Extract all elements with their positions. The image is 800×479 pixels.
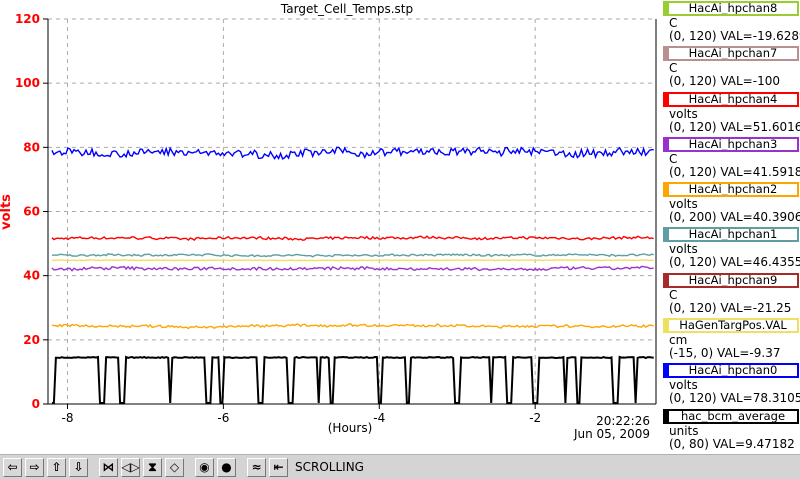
arrow-down-icon: ⇩ (73, 460, 84, 474)
legend-value: (-15, 0) VAL=-9.37 (669, 346, 781, 361)
legend-entry[interactable]: HacAi_hpchan4 volts (0, 120) VAL=51.6016 (662, 91, 800, 136)
legend-unit: cm (669, 333, 688, 348)
toolbar: ⇦ ⇨ ⇧ ⇩ ⋈ ◁▷ ⧗ ◇ ◉ ● ≈ ⇤ SCROLLING (0, 454, 800, 479)
scroll-left-button[interactable]: ⇦ (3, 457, 22, 477)
autoscale-button[interactable]: ≈ (247, 457, 266, 477)
legend-value: (0, 120) VAL=46.4355 (669, 255, 800, 270)
legend-value: (0, 120) VAL=78.3105 (669, 391, 800, 406)
x-tick-label: -2 (529, 411, 541, 425)
legend-entry[interactable]: HacAi_hpchan9 C (0, 120) VAL=-21.25 (662, 272, 800, 317)
series-line-hacai-hpchan2 (51, 323, 654, 330)
back-to-now-button[interactable]: ⇤ (269, 457, 288, 477)
autoscale-icon: ≈ (251, 460, 262, 474)
legend-unit: units (669, 423, 699, 438)
legend-channel-name[interactable]: HacAi_hpchan0 (663, 363, 799, 379)
gear-icon: ◉ (199, 460, 210, 474)
legend-unit: C (669, 287, 678, 302)
y-tick-label: 20 (23, 333, 40, 347)
chart-title: Target_Cell_Temps.stp (280, 2, 413, 16)
scroll-down-button[interactable]: ⇩ (69, 457, 88, 477)
x-axis-label: (Hours) (328, 421, 373, 435)
legend-entry[interactable]: HacAi_hpchan3 C (0, 120) VAL=41.5918 (662, 136, 800, 181)
legend-value: (0, 120) VAL=-100 (669, 74, 780, 89)
back-to-now-icon: ⇤ (273, 460, 284, 474)
legend-entry[interactable]: HacAi_hpchan0 volts (0, 120) VAL=78.3105 (662, 362, 800, 407)
zoom-x-out-icon: ◁▷ (121, 460, 140, 474)
legend-unit: C (669, 61, 678, 76)
legend-value: (0, 120) VAL=41.5918 (669, 164, 800, 179)
legend-value: (0, 120) VAL=51.6016 (669, 119, 800, 134)
axes: 0 20 40 60 80 100 120 -8 -6 -4 -2 (15, 12, 657, 425)
y-tick-label: 60 (23, 205, 40, 219)
arrow-left-icon: ⇦ (7, 460, 18, 474)
legend-channel-name[interactable]: HacAi_hpchan1 (663, 227, 799, 243)
status-text: SCROLLING (295, 460, 364, 474)
legend-entry[interactable]: hac_bcm_average units (0, 80) VAL=9.47182 (662, 408, 800, 453)
legend-channel-name[interactable]: HacAi_hpchan7 (663, 46, 799, 62)
grid-lines (48, 18, 656, 404)
legend-unit: volts (669, 197, 698, 212)
zoom-y-out-button[interactable]: ◇ (165, 457, 184, 477)
arrow-right-icon: ⇨ (29, 460, 40, 474)
legend-value: (0, 120) VAL=-19.6289 (669, 29, 800, 43)
timestamp-time: 20:22:26 (596, 414, 650, 428)
legend-value: (0, 80) VAL=9.47182 (669, 436, 795, 451)
legend-channel-name[interactable]: HacAi_hpchan3 (663, 136, 799, 152)
legend-channel-name[interactable]: HacAi_hpchan2 (663, 182, 799, 198)
series-line-hacai-hpchan0 (51, 146, 654, 161)
stop-button[interactable]: ● (217, 457, 236, 477)
y-tick-label: 80 (23, 140, 40, 154)
y-tick-label: 100 (15, 76, 40, 90)
y-tick-label: 40 (23, 269, 40, 283)
legend-value: (0, 120) VAL=-21.25 (669, 300, 792, 315)
arrow-up-icon: ⇧ (51, 460, 62, 474)
y-tick-label: 120 (15, 12, 40, 26)
legend-unit: volts (669, 106, 698, 121)
legend-unit: C (669, 16, 678, 30)
legend-channel-name[interactable]: HaGenTargPos.VAL (663, 318, 799, 334)
legend-channel-name[interactable]: hac_bcm_average (663, 408, 799, 424)
legend-entry[interactable]: HacAi_hpchan2 volts (0, 200) VAL=40.3906 (662, 181, 800, 226)
legend: HacAi_hpchan8 C (0, 120) VAL=-19.6289 HacAi… (662, 0, 800, 454)
scroll-right-button[interactable]: ⇨ (25, 457, 44, 477)
legend-entry[interactable]: HaGenTargPos.VAL cm (-15, 0) VAL=-9.37 (662, 317, 800, 362)
legend-entry[interactable]: HacAi_hpchan8 C (0, 120) VAL=-19.6289 (662, 0, 800, 45)
y-axis-label: volts (0, 194, 14, 230)
zoom-x-out-button[interactable]: ◁▷ (121, 457, 140, 477)
legend-channel-name[interactable]: HacAi_hpchan9 (663, 272, 799, 288)
zoom-y-in-icon: ⧗ (148, 460, 157, 474)
legend-unit: volts (669, 242, 698, 257)
timestamp-date: Jun 05, 2009 (573, 427, 650, 441)
legend-unit: C (669, 151, 678, 166)
scroll-up-button[interactable]: ⇧ (47, 457, 66, 477)
zoom-y-out-icon: ◇ (169, 460, 180, 474)
zoom-x-in-button[interactable]: ⋈ (99, 457, 118, 477)
y-tick-label: 0 (32, 397, 40, 411)
series-lines (51, 146, 654, 404)
legend-unit: volts (669, 378, 698, 393)
x-tick-label: -8 (62, 411, 74, 425)
config-button[interactable]: ◉ (195, 457, 214, 477)
legend-channel-name[interactable]: HacAi_hpchan8 (663, 1, 799, 16)
zoom-x-in-icon: ⋈ (102, 460, 115, 474)
stop-icon: ● (221, 460, 232, 474)
series-line-hacai-hpchan4 (51, 235, 654, 242)
series-line-hacai-hpchan1 (51, 253, 654, 258)
legend-entry[interactable]: HacAi_hpchan7 C (0, 120) VAL=-100 (662, 45, 800, 90)
x-tick-label: -6 (217, 411, 229, 425)
legend-entry[interactable]: HacAi_hpchan1 volts (0, 120) VAL=46.4355 (662, 226, 800, 271)
series-line-hacai-hpchan3 (51, 265, 654, 272)
series-line-hagentargpos-val (51, 259, 654, 262)
strip-chart[interactable]: Target_Cell_Temps.stp 0 20 40 60 80 100 120 -8 -… (0, 0, 662, 454)
legend-channel-name[interactable]: HacAi_hpchan4 (663, 91, 799, 107)
x-tick-label: -4 (373, 411, 385, 425)
zoom-y-in-button[interactable]: ⧗ (143, 457, 162, 477)
series-line-hac-bcm-average (51, 355, 654, 404)
legend-value: (0, 200) VAL=40.3906 (669, 210, 800, 225)
